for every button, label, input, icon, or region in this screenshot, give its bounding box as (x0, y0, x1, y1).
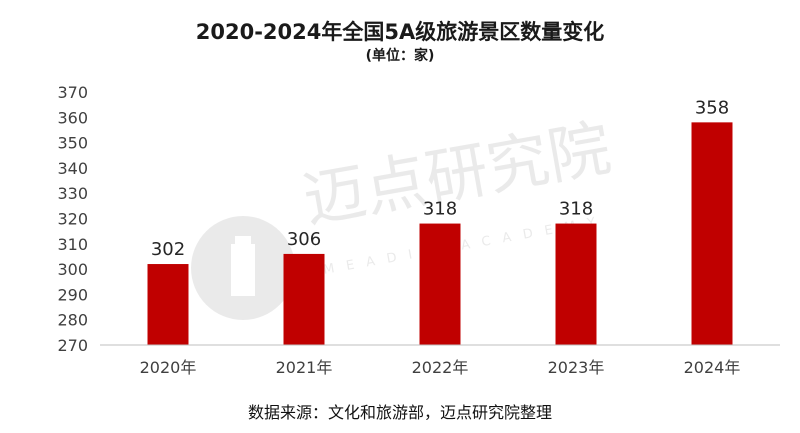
source-note: 数据来源：文化和旅游部，迈点研究院整理 (247, 403, 552, 422)
watermark: 迈点研究院 MEADIN ACADEMY (191, 111, 616, 320)
x-tick-label: 2024年 (684, 358, 741, 377)
y-tick-label: 320 (57, 210, 88, 229)
bar (419, 223, 461, 345)
y-tick-label: 290 (57, 285, 88, 304)
y-tick-label: 370 (57, 83, 88, 102)
watermark-logo (191, 216, 295, 320)
y-tick-label: 270 (57, 336, 88, 355)
y-tick-label: 330 (57, 184, 88, 203)
bar (147, 264, 189, 345)
y-tick-label: 340 (57, 159, 88, 178)
data-label: 306 (287, 229, 321, 250)
y-axis-ticks: 270 280 290 300 310 320 330 340 350 360 370 (57, 83, 88, 355)
y-tick-label: 360 (57, 108, 88, 127)
bar (691, 122, 733, 345)
x-tick-label: 2020年 (140, 358, 197, 377)
data-labels: 302 306 318 318 358 (151, 97, 729, 260)
data-label: 318 (559, 199, 593, 220)
bar (283, 253, 325, 345)
y-tick-label: 300 (57, 260, 88, 279)
data-label: 358 (695, 97, 729, 118)
x-tick-label: 2023年 (548, 358, 605, 377)
watermark-tower-icon (231, 236, 255, 296)
data-label: 302 (151, 239, 185, 260)
bar (555, 223, 597, 345)
data-label: 318 (423, 199, 457, 220)
y-tick-label: 310 (57, 235, 88, 254)
x-axis-ticks: 2020年 2021年 2022年 2023年 2024年 (140, 358, 741, 377)
x-tick-label: 2021年 (276, 358, 333, 377)
x-tick-label: 2022年 (412, 358, 469, 377)
chart-subtitle: (单位：家) (365, 48, 435, 64)
y-tick-label: 350 (57, 134, 88, 153)
y-tick-label: 280 (57, 311, 88, 330)
bars (147, 122, 733, 345)
chart-title: 2020-2024年全国5A级旅游景区数量变化 (195, 20, 605, 44)
